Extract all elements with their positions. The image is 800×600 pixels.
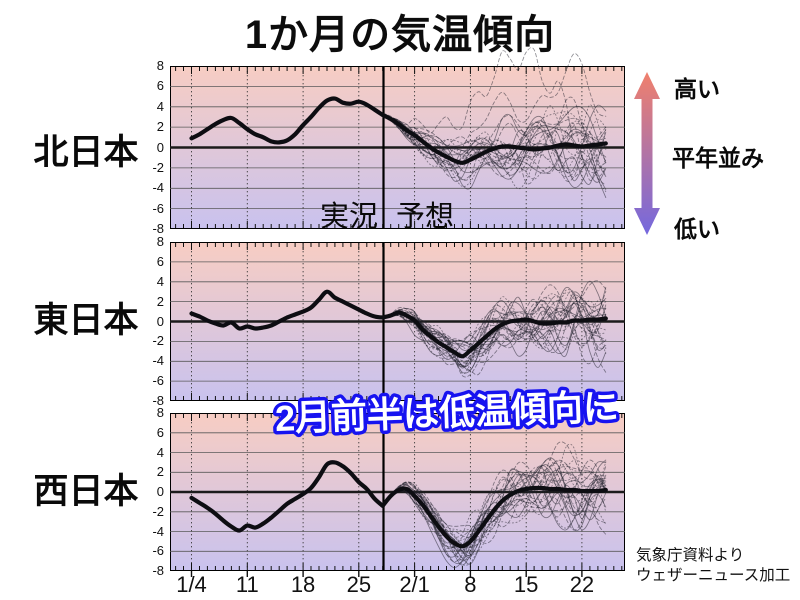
arrow-label-low: 低い <box>674 216 720 242</box>
x-axis-tick-label: 25 <box>346 572 372 597</box>
y-axis-tick-label: 8 <box>156 58 164 73</box>
y-axis-tick-label: 0 <box>156 484 164 499</box>
temperature-chart-east-japan <box>170 242 625 401</box>
y-axis-tick-label: -8 <box>152 393 164 408</box>
temperature-chart-west-japan <box>170 413 625 577</box>
y-axis-tick-label: 2 <box>156 464 164 480</box>
y-axis-tick-label: -4 <box>152 353 164 369</box>
region-label-east-japan: 東日本 <box>33 301 139 340</box>
y-axis-tick-label: 4 <box>156 98 164 114</box>
credit-line-1: 気象庁資料より <box>636 547 745 564</box>
y-axis-tick-label: -8 <box>152 221 164 236</box>
y-axis-tick-label: 0 <box>156 139 164 155</box>
page-title: 1か月の気温傾向 <box>244 13 556 57</box>
x-axis-tick-label: 8 <box>464 572 477 597</box>
y-axis-tick-label: -2 <box>152 159 164 175</box>
y-axis-tick-label: 8 <box>156 234 164 249</box>
arrow-label-normal: 平年並み <box>672 145 764 171</box>
y-axis-tick-label: 6 <box>156 424 164 440</box>
high-low-arrow-icon <box>634 72 660 235</box>
y-axis-tick-label: 6 <box>156 78 164 94</box>
credit-text: 気象庁資料より ウェザーニュース加工 <box>636 546 790 586</box>
temperature-chart-north-japan <box>170 47 625 229</box>
y-axis-tick-label: 4 <box>156 273 164 289</box>
credit-line-2: ウェザーニュース加工 <box>636 567 791 584</box>
y-axis-tick-label: -2 <box>152 333 164 349</box>
x-axis-tick-label: 11 <box>235 572 259 597</box>
y-axis-tick-label: -4 <box>152 523 164 539</box>
legend-forecast-label: 予想 <box>396 201 455 233</box>
y-axis-tick-label: -6 <box>152 543 164 559</box>
x-axis-tick-label: 22 <box>569 572 595 597</box>
x-axis-tick-label: 1/4 <box>176 572 207 597</box>
x-axis-tick-label: 2/1 <box>399 572 430 597</box>
y-axis-tick-label: -8 <box>152 563 164 578</box>
region-label-north-japan: 北日本 <box>33 133 139 172</box>
caption-banner: 2月前半は低温傾向に <box>271 383 623 443</box>
y-axis-tick-label: -6 <box>152 373 164 389</box>
y-axis-tick-label: -2 <box>152 503 164 519</box>
y-axis-tick-label: 2 <box>156 293 164 309</box>
region-label-west-japan: 西日本 <box>33 472 139 511</box>
x-axis-tick-label: 15 <box>513 572 539 597</box>
y-axis-tick-label: -4 <box>152 180 164 196</box>
y-axis-tick-label: 0 <box>156 313 164 329</box>
y-axis-tick-label: 6 <box>156 253 164 269</box>
double-arrow-shape <box>634 72 660 235</box>
y-axis-tick-label: 2 <box>156 119 164 135</box>
caption-text: 2月前半は低温傾向に <box>274 386 619 439</box>
y-axis-tick-label: -6 <box>152 200 164 216</box>
arrow-label-high: 高い <box>674 76 720 102</box>
x-axis-tick-label: 18 <box>290 572 316 597</box>
y-axis-tick-label: 8 <box>156 405 164 420</box>
y-axis-tick-label: 4 <box>156 444 164 460</box>
legend-observed-label: 実況 <box>319 201 378 233</box>
